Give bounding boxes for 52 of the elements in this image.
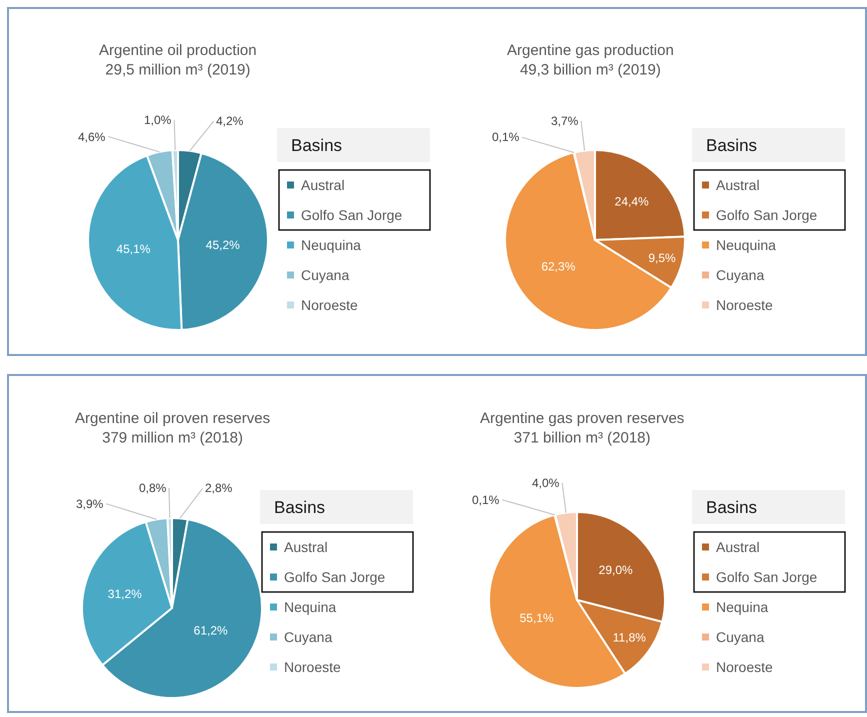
legend-label: Austral (716, 177, 760, 193)
data-label: 24,4% (614, 194, 650, 209)
legend-title: Basins (706, 136, 758, 155)
legend-label: Cuyana (301, 267, 350, 283)
legend-label: Noroeste (716, 297, 774, 313)
data-label: 45,2% (206, 238, 240, 252)
legend-label: Noroeste (716, 659, 774, 675)
data-label: 61,2% (194, 624, 228, 638)
legend-label: Noroeste (301, 297, 358, 313)
legend-label: Nequina (716, 599, 768, 615)
chart-subtitle: 49,3 billion m³ (2019) (520, 62, 661, 78)
data-label: 3,7% (551, 114, 579, 128)
legend-label: Golfo San Jorge (284, 569, 386, 585)
legend-label: Neuquina (301, 237, 362, 253)
legend-label: Nequina (284, 599, 336, 615)
data-label: 1,0% (144, 113, 172, 127)
chart-subtitle: 371 billion m³ (2018) (514, 430, 651, 446)
chart-title: Argentine oil proven reserves (75, 410, 270, 427)
data-label: 0,8% (139, 481, 167, 495)
data-label: 4,2% (216, 114, 244, 128)
chart-subtitle: 379 million m³ (2018) (102, 430, 244, 446)
data-label: 45,1% (116, 242, 151, 256)
data-label: 3,9% (76, 497, 104, 511)
chart-title: Argentine gas proven reserves (480, 410, 684, 427)
chart-title: Argentine gas production (507, 42, 674, 59)
data-label: 4,6% (78, 130, 106, 144)
legend-title: Basins (706, 498, 758, 517)
legend-label: Neuquina (716, 237, 776, 253)
legend-title: Basins (291, 136, 342, 155)
data-label: 4,0% (532, 476, 560, 490)
legend-label: Cuyana (716, 267, 764, 283)
data-label: 0,1% (492, 130, 520, 144)
data-label: 11,8% (612, 630, 646, 645)
legend-label: Golfo San Jorge (716, 207, 818, 223)
chart-title: Argentine oil production (99, 42, 257, 59)
legend-label: Austral (284, 539, 328, 555)
data-label: 0,1% (472, 493, 500, 507)
legend-label: Golfo San Jorge (716, 569, 818, 585)
legend-label: Cuyana (284, 629, 332, 645)
data-label: 29,0% (598, 562, 634, 577)
legend-label: Noroeste (284, 659, 342, 675)
data-label: 31,2% (108, 586, 142, 601)
legend-label: Austral (716, 539, 760, 555)
data-label: 2,8% (205, 481, 233, 495)
data-label: 55,1% (520, 610, 554, 625)
data-label: 9,5% (648, 250, 676, 265)
data-label: 62,3% (541, 259, 576, 274)
legend-label: Cuyana (716, 629, 764, 645)
legend-label: Golfo San Jorge (301, 207, 402, 223)
chart-subtitle: 29,5 million m³ (2019) (105, 62, 250, 78)
legend-label: Austral (301, 177, 345, 193)
legend-title: Basins (274, 498, 326, 517)
